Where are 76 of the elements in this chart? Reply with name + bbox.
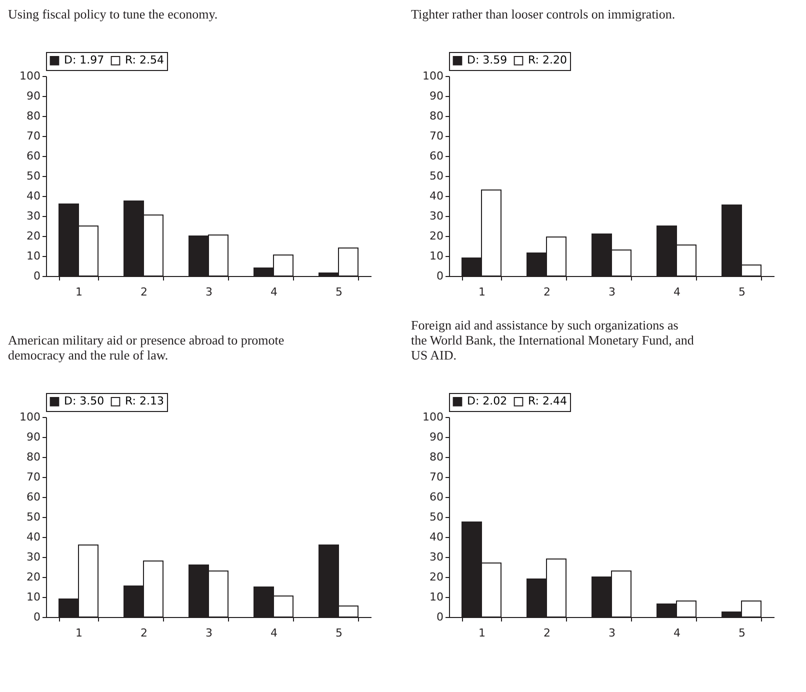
legend-label: D: 3.50 <box>64 394 104 408</box>
legend-label: D: 3.59 <box>467 54 508 67</box>
x-tick-label: 4 <box>674 626 680 640</box>
y-tick-label: 30 <box>430 210 444 222</box>
x-tick-label: 2 <box>544 626 550 640</box>
y-tick-label: 100 <box>20 410 40 424</box>
y-tick-label: 70 <box>26 470 40 484</box>
x-tick-label: 2 <box>544 286 550 298</box>
y-tick-label: 60 <box>430 150 444 162</box>
legend-label: R: 2.13 <box>125 394 164 408</box>
x-tick-label: 2 <box>140 286 148 298</box>
x-tick-label: 5 <box>336 286 342 298</box>
y-tick-label: 20 <box>430 570 444 584</box>
legend-label: R: 2.44 <box>528 394 567 408</box>
x-tick-label: 2 <box>140 626 148 640</box>
y-tick-label: 0 <box>34 270 40 282</box>
y-tick-label: 50 <box>430 170 444 182</box>
y-tick-label: 90 <box>26 90 40 102</box>
y-tick-label: 0 <box>436 270 444 282</box>
x-tick-label: 5 <box>738 626 746 640</box>
y-tick-label: 0 <box>34 610 40 624</box>
y-tick-label: 60 <box>26 490 40 504</box>
chart-title: American military aid or presence abroad to promote democracy and the rule of law. <box>8 332 284 362</box>
y-tick-label: 80 <box>430 450 444 464</box>
y-tick-label: 50 <box>26 510 40 524</box>
y-tick-label: 90 <box>26 430 40 444</box>
y-tick-label: 30 <box>430 550 444 564</box>
y-tick-label: 60 <box>430 490 444 504</box>
y-tick-label: 10 <box>430 250 444 262</box>
x-tick-label: 3 <box>608 286 616 298</box>
y-tick-label: 80 <box>430 110 444 122</box>
y-tick-label: 70 <box>430 470 444 484</box>
chart-title: Tighter rather than looser controls on immigration. <box>411 6 676 22</box>
y-tick-label: 40 <box>430 190 444 202</box>
x-tick-label: 4 <box>674 286 680 298</box>
x-tick-label: 1 <box>478 286 486 298</box>
y-tick-label: 40 <box>26 530 40 544</box>
x-tick-label: 5 <box>336 626 342 640</box>
y-tick-label: 100 <box>422 70 444 82</box>
y-tick-label: 100 <box>422 410 444 424</box>
x-tick-label: 4 <box>270 286 278 298</box>
x-tick-label: 3 <box>206 626 212 640</box>
legend-label: D: 1.97 <box>64 54 104 67</box>
x-tick-label: 1 <box>478 626 486 640</box>
x-tick-label: 1 <box>76 286 82 298</box>
legend-label: R: 2.54 <box>125 54 164 67</box>
y-tick-label: 10 <box>430 590 444 604</box>
y-tick-label: 60 <box>26 150 40 162</box>
y-tick-label: 30 <box>26 210 40 222</box>
y-tick-label: 50 <box>26 170 40 182</box>
y-tick-label: 90 <box>430 90 444 102</box>
y-tick-label: 80 <box>26 450 40 464</box>
chart-title: Using fiscal policy to tune the economy. <box>8 6 218 22</box>
y-tick-label: 10 <box>26 250 40 262</box>
y-tick-label: 20 <box>26 570 40 584</box>
legend-label: D: 2.02 <box>467 394 508 408</box>
y-tick-label: 20 <box>26 230 40 242</box>
y-tick-label: 40 <box>26 190 40 202</box>
y-tick-label: 70 <box>430 130 444 142</box>
x-tick-label: 3 <box>608 626 616 640</box>
y-tick-label: 100 <box>20 70 40 82</box>
y-tick-label: 30 <box>26 550 40 564</box>
x-tick-label: 3 <box>206 286 212 298</box>
y-tick-label: 10 <box>26 590 40 604</box>
y-tick-label: 70 <box>26 130 40 142</box>
x-tick-label: 4 <box>270 626 278 640</box>
y-tick-label: 80 <box>26 110 40 122</box>
x-tick-label: 5 <box>738 286 746 298</box>
y-tick-label: 40 <box>430 530 444 544</box>
legend-label: R: 2.20 <box>528 54 567 67</box>
chart-title: Foreign aid and assistance by such organizations as the World Bank, the International Monetary Fund, and US AID. <box>411 318 694 362</box>
y-tick-label: 50 <box>430 510 444 524</box>
y-tick-label: 0 <box>436 610 444 624</box>
x-tick-label: 1 <box>76 626 82 640</box>
y-tick-label: 90 <box>430 430 444 444</box>
y-tick-label: 20 <box>430 230 444 242</box>
